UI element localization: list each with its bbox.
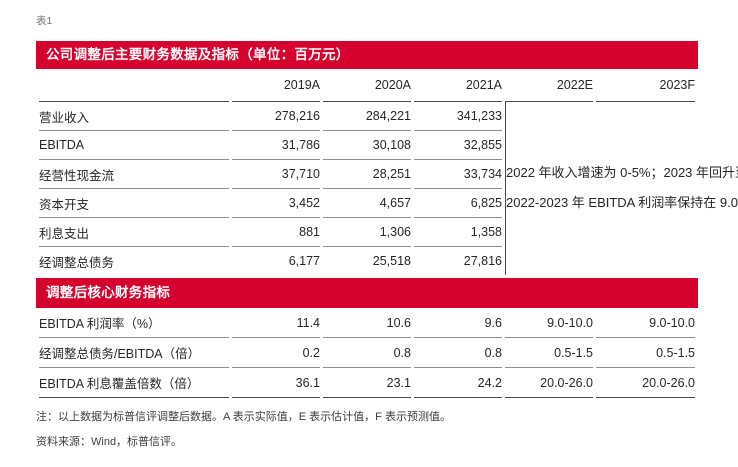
cell-value: 30,108 (323, 131, 411, 160)
table-caption: 表1 (36, 15, 53, 27)
main-financial-table: 2019A 2020A 2021A 2022E 2023F 营业收入 278,2… (36, 69, 738, 275)
table-row: EBITDA 31,786 30,108 32,855 (39, 131, 695, 160)
cell-value: 33,734 (414, 160, 502, 189)
empty-header-cell (39, 69, 229, 102)
row-label: 资本开支 (39, 189, 229, 218)
col-header-2020a: 2020A (323, 69, 411, 102)
table-row: 经调整总债务 6,177 25,518 27,816 (39, 247, 695, 275)
row-label: 经调整总债务/EBITDA（倍） (39, 338, 229, 368)
cell-value: 10.6 (323, 308, 411, 338)
outlook-text-block: 2022 年收入增速为 0-5%；2023 年回升至 3-7%。 2022-20… (505, 102, 738, 275)
cell-value: 32,855 (414, 131, 502, 160)
table-row: 经调整总债务/EBITDA（倍） 0.2 0.8 0.8 0.5-1.5 0.5… (39, 338, 695, 368)
core-indicators-table: EBITDA 利润率（%） 11.4 10.6 9.6 9.0-10.0 9.0… (36, 308, 698, 398)
cell-value: 9.0-10.0 (596, 308, 695, 338)
cell-value: 6,177 (288, 254, 320, 268)
cell-value: 36.1 (232, 368, 320, 398)
cell-value: 4,657 (323, 189, 411, 218)
row-label: 营业收入 (39, 102, 229, 131)
cell-value: 0.2 (232, 338, 320, 368)
cell-value: 881 (232, 218, 320, 247)
row-label: EBITDA (39, 131, 229, 160)
table-row: EBITDA 利润率（%） 11.4 10.6 9.6 9.0-10.0 9.0… (39, 308, 695, 338)
outlook-paragraph: 2022 年收入增速为 0-5%；2023 年回升至 3-7%。 (506, 165, 738, 181)
section2-title-band: 调整后核心财务指标 (36, 278, 698, 308)
content-area: 表1 公司调整后主要财务数据及指标（单位：百万元） 2019A 2020A 20… (36, 0, 738, 449)
cell-value: 0.5-1.5 (505, 338, 593, 368)
row-label: EBITDA 利润率（%） (39, 308, 229, 338)
section2-title: 调整后核心财务指标 (46, 285, 171, 300)
footnote: 注：以上数据为标普信评调整后数据。A 表示实际值，E 表示估计值，F 表示预测值… (36, 411, 451, 423)
cell-value: 3,452 (232, 189, 320, 218)
cell-value: 0.8 (323, 338, 411, 368)
col-header-2022e: 2022E (505, 69, 593, 102)
cell-value: 284,221 (323, 102, 411, 131)
cell-value: 6,825 (414, 189, 502, 218)
cell-value: 20.0-26.0 (596, 368, 695, 398)
table-row: 营业收入 278,216 284,221 341,233 2022 年收入增速为… (39, 102, 738, 275)
col-header-2019a: 2019A (232, 69, 320, 102)
col-header-2021a: 2021A (414, 69, 502, 102)
cell-value: 31,786 (232, 131, 320, 160)
cell-value: 27,816 (463, 254, 502, 268)
cell-value: 1,358 (414, 218, 502, 247)
cell-value: 11.4 (232, 308, 320, 338)
cell-value: 9.0-10.0 (505, 308, 593, 338)
row-label: EBITDA 利息覆盖倍数（倍） (39, 368, 229, 398)
cell-value: 341,233 (414, 102, 502, 131)
table-row: 利息支出 881 1,306 1,358 (39, 218, 695, 247)
row-label: 利息支出 (39, 218, 229, 247)
cell-value: 9.6 (414, 308, 502, 338)
cell-value: 278,216 (232, 102, 320, 131)
row-label: 经营性现金流 (39, 160, 229, 189)
cell-value: 24.2 (414, 368, 502, 398)
cell-value: 0.8 (414, 338, 502, 368)
section1-title-band: 公司调整后主要财务数据及指标（单位：百万元） (36, 41, 698, 69)
cell-value: 37,710 (232, 160, 320, 189)
cell-value: 28,251 (323, 160, 411, 189)
cell-value: 1,306 (323, 218, 411, 247)
data-source: 资料来源：Wind，标普信评。 (36, 436, 183, 448)
section1-title: 公司调整后主要财务数据及指标（单位：百万元） (46, 47, 350, 62)
cell-value: 20.0-26.0 (505, 368, 593, 398)
table-row: EBITDA 利息覆盖倍数（倍） 36.1 23.1 24.2 20.0-26.… (39, 368, 695, 398)
cell-value: 0.5-1.5 (596, 338, 695, 368)
row-label: 经调整总债务 (39, 255, 115, 270)
cell-value: 25,518 (372, 254, 411, 268)
year-header-row: 2019A 2020A 2021A 2022E 2023F (39, 69, 695, 102)
cell-value: 23.1 (323, 368, 411, 398)
outlook-paragraph: 2022-2023 年 EBITDA 利润率保持在 9.0-10.0%。 (506, 195, 738, 210)
col-header-2023f: 2023F (596, 69, 695, 102)
table-row: 资本开支 3,452 4,657 6,825 (39, 189, 695, 218)
table-row: 经营性现金流 37,710 28,251 33,734 (39, 160, 695, 189)
